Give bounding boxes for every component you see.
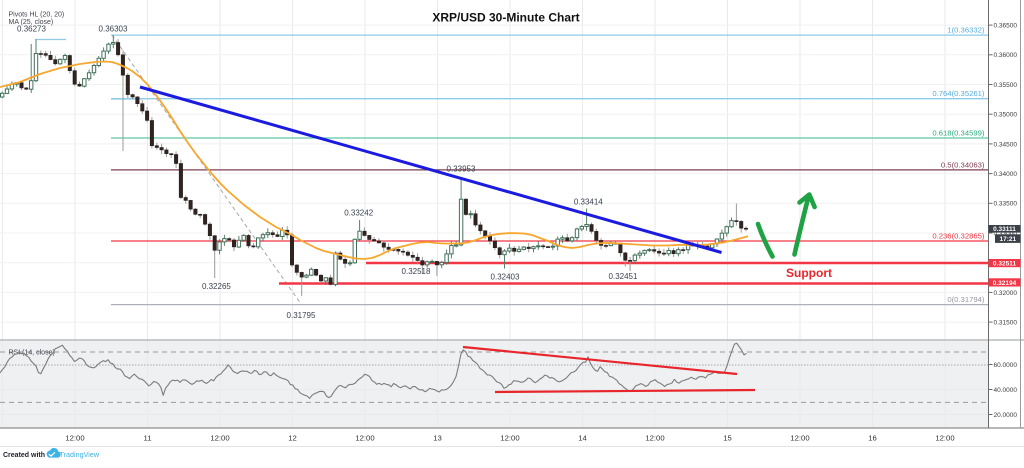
svg-text:12:00: 12:00	[355, 434, 374, 443]
svg-text:12:00: 12:00	[65, 434, 84, 443]
svg-text:0.33000: 0.33000	[994, 230, 1018, 237]
svg-text:Support: Support	[786, 266, 832, 280]
svg-text:0.236(0.32865): 0.236(0.32865)	[932, 232, 985, 241]
svg-text:0.35500: 0.35500	[994, 82, 1018, 89]
svg-text:60.0000: 60.0000	[994, 362, 1018, 369]
svg-text:0.31795: 0.31795	[287, 311, 316, 320]
svg-text:15: 15	[723, 434, 732, 443]
svg-text:0.33500: 0.33500	[994, 201, 1018, 208]
svg-text:0.32265: 0.32265	[202, 282, 231, 291]
svg-text:17:21: 17:21	[999, 236, 1016, 243]
svg-text:0.36273: 0.36273	[17, 25, 46, 34]
svg-text:XRP/USD 30-Minute Chart: XRP/USD 30-Minute Chart	[432, 10, 579, 24]
svg-text:12:00: 12:00	[500, 434, 519, 443]
svg-text:0.618(0.34599): 0.618(0.34599)	[932, 129, 985, 138]
svg-text:0(0.31794): 0(0.31794)	[947, 295, 985, 304]
svg-text:Created with: Created with	[3, 452, 45, 459]
svg-text:0.33242: 0.33242	[344, 208, 373, 217]
svg-text:RSI (14, close): RSI (14, close)	[9, 350, 55, 357]
svg-text:12:00: 12:00	[210, 434, 229, 443]
svg-text:11: 11	[144, 434, 152, 443]
svg-text:20.0000: 20.0000	[994, 412, 1018, 419]
svg-text:12: 12	[288, 434, 297, 443]
svg-text:12:00: 12:00	[935, 434, 954, 443]
svg-text:0.34000: 0.34000	[994, 171, 1018, 178]
svg-text:0.33414: 0.33414	[574, 197, 603, 206]
svg-text:13: 13	[433, 434, 442, 443]
svg-text:MA (25, close): MA (25, close)	[9, 19, 54, 26]
svg-text:40.0000: 40.0000	[994, 387, 1018, 394]
svg-text:0.31500: 0.31500	[994, 320, 1018, 327]
svg-text:1(0.36332): 1(0.36332)	[947, 26, 985, 35]
svg-text:0.32518: 0.32518	[402, 267, 431, 276]
svg-text:0.32194: 0.32194	[993, 280, 1017, 287]
svg-text:0.36303: 0.36303	[99, 24, 128, 33]
svg-text:0.35000: 0.35000	[994, 112, 1018, 119]
svg-text:0.32511: 0.32511	[993, 261, 1017, 268]
svg-text:0.32451: 0.32451	[609, 272, 638, 281]
svg-text:0.764(0.35261): 0.764(0.35261)	[932, 89, 985, 98]
svg-text:12:00: 12:00	[790, 434, 809, 443]
svg-text:0.36500: 0.36500	[994, 23, 1018, 30]
svg-text:0.5(0.34063): 0.5(0.34063)	[941, 160, 985, 169]
svg-text:0.36000: 0.36000	[994, 52, 1018, 59]
svg-text:16: 16	[868, 434, 877, 443]
svg-text:0.32403: 0.32403	[491, 272, 520, 281]
svg-text:TradingView: TradingView	[60, 450, 100, 459]
svg-text:0.33111: 0.33111	[993, 226, 1016, 233]
svg-text:0.33953: 0.33953	[447, 165, 476, 174]
svg-text:0.34500: 0.34500	[994, 141, 1018, 148]
svg-text:14: 14	[578, 434, 587, 443]
svg-text:0.32000: 0.32000	[994, 290, 1018, 297]
svg-text:Pivots HL (20, 20): Pivots HL (20, 20)	[9, 12, 65, 19]
svg-text:12:00: 12:00	[645, 434, 664, 443]
